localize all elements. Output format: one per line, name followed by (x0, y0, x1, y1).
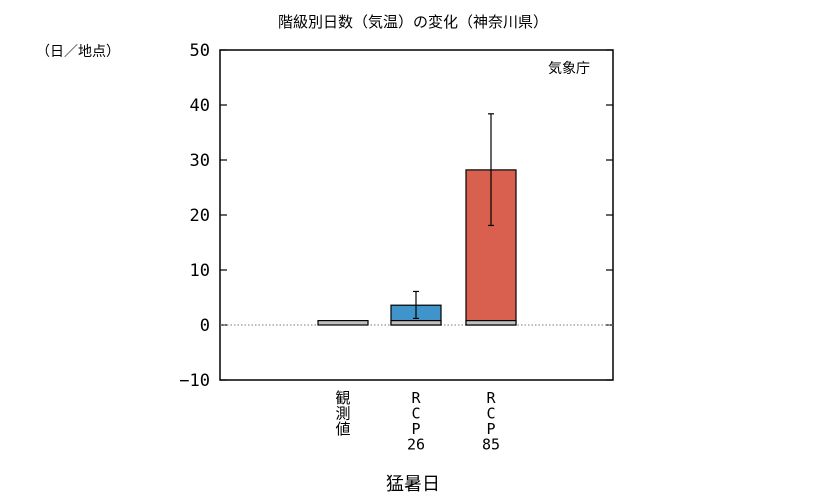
x-tick-label: 観 (335, 389, 350, 407)
y-tick-label: 20 (190, 206, 210, 226)
y-tick-label: −10 (179, 371, 210, 391)
y-tick-label: 40 (190, 96, 210, 116)
bar-観測値 (317, 320, 369, 326)
x-tick-label: P (411, 420, 420, 438)
x-tick-label: 値 (335, 420, 350, 438)
y-tick-label: 0 (200, 316, 210, 336)
x-tick-label: R (411, 389, 421, 407)
x-tick-label: C (411, 405, 420, 423)
x-tick-label: R (486, 389, 496, 407)
baseline-segment (465, 320, 517, 326)
y-tick-label: 50 (190, 41, 210, 61)
x-tick-label: 26 (407, 436, 425, 454)
x-tick-label: C (486, 405, 495, 423)
source-label: 気象庁 (548, 61, 590, 77)
y-tick-label: 10 (190, 261, 210, 281)
x-axis-label: 猛暑日 (386, 474, 440, 495)
x-tick-label: 85 (482, 436, 500, 454)
plot-frame (219, 49, 614, 381)
x-tick-label: P (486, 420, 495, 438)
y-axis-label: （日／地点） (36, 44, 120, 60)
baseline-segment (390, 320, 442, 326)
chart-title: 階級別日数（気温）の変化（神奈川県） (278, 13, 548, 31)
y-tick-label: 30 (190, 151, 210, 171)
x-tick-label: 測 (335, 405, 350, 423)
